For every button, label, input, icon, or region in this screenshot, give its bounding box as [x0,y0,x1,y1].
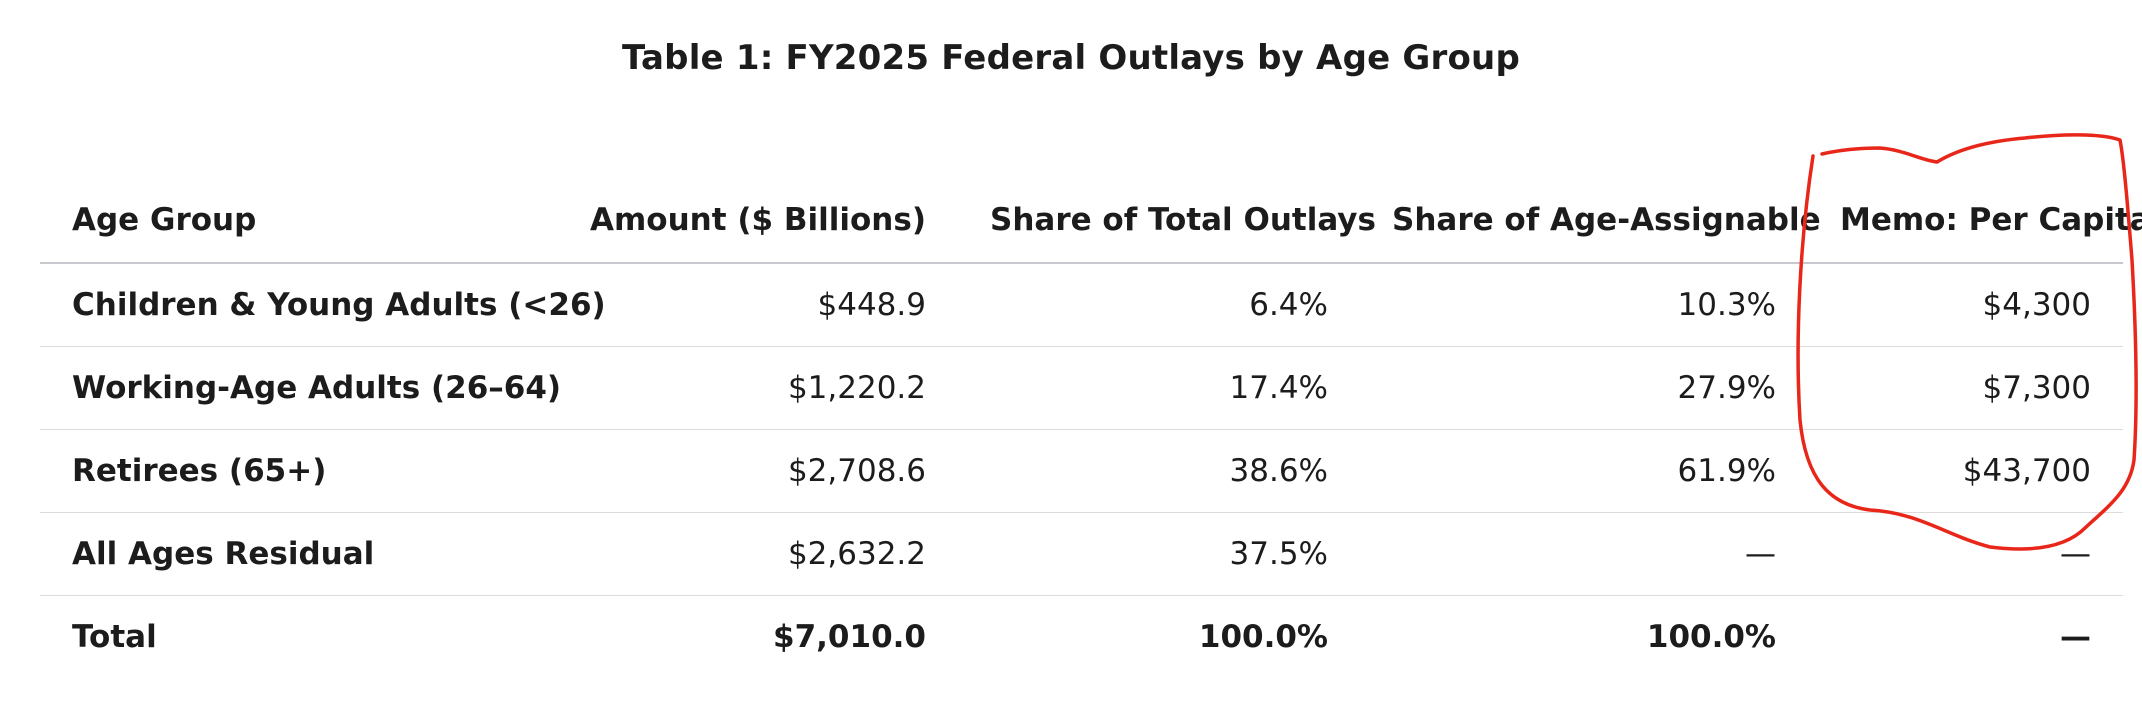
column-header-share-assignable: Share of Age-Assignable [1360,178,1821,264]
table-title: Table 1: FY2025 Federal Outlays by Age G… [622,38,1520,78]
column-header-amount: Amount ($ Billions) [558,178,958,264]
share-assignable-cell: 10.3% [1360,263,1808,347]
total-share-total-cell: 100.0% [1198,619,1328,655]
column-header-age-group: Age Group [40,178,558,264]
per-capita-cell: — [1808,512,2123,596]
share-assignable-cell: 27.9% [1360,346,1808,430]
table-row: Retirees (65+) $2,708.6 38.6% 61.9% $43,… [40,429,2123,513]
row-label: Retirees (65+) [40,429,558,513]
column-header-share-total: Share of Total Outlays [958,178,1376,264]
row-label: Working-Age Adults (26–64) [40,346,561,430]
share-total-cell: 6.4% [958,263,1360,347]
share-total-cell: 17.4% [958,346,1360,430]
per-capita-cell: $7,300 [1808,346,2123,430]
share-assignable-cell: — [1360,512,1808,596]
amount-cell: $2,708.6 [558,429,958,513]
table-row: Working-Age Adults (26–64) $1,220.2 17.4… [40,346,2123,430]
share-total-cell: 37.5% [958,512,1360,596]
per-capita-cell: $43,700 [1808,429,2123,513]
total-share-assignable-cell: 100.0% [1646,619,1776,655]
amount-cell: $448.9 [558,263,958,347]
row-label: Children & Young Adults (<26) [40,263,606,347]
row-label: All Ages Residual [40,512,558,596]
total-row: Total $7,010.0 100.0% 100.0% — [40,596,2123,679]
table-row: All Ages Residual $2,632.2 37.5% — — [40,512,2123,596]
amount-cell: $1,220.2 [558,346,958,430]
total-amount-cell: $7,010.0 [773,619,926,655]
total-label: Total [72,619,157,655]
table-row: Children & Young Adults (<26) $448.9 6.4… [40,263,2123,347]
per-capita-cell: $4,300 [1808,263,2123,347]
column-header-per-capita: Memo: Per Capita [1808,178,2142,264]
share-assignable-cell: 61.9% [1360,429,1808,513]
header-row: Age Group Amount ($ Billions) Share of T… [40,178,2142,264]
share-total-cell: 38.6% [958,429,1360,513]
total-per-capita-cell: — [2060,619,2091,655]
amount-cell: $2,632.2 [558,512,958,596]
outlays-table: Age Group Amount ($ Billions) Share of T… [40,178,2142,679]
